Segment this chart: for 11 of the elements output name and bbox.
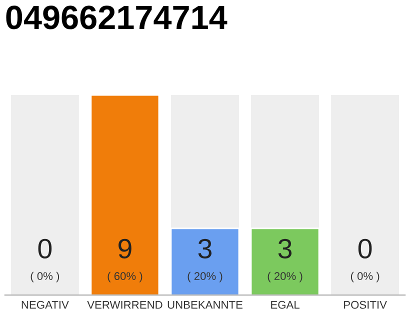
chart-title: 049662174714 <box>6 6 228 30</box>
x-tick-label: NEGATIV <box>22 300 69 309</box>
data-label: 3 ( 20% ) <box>268 238 302 282</box>
x-tick-label: UNBEKANNTE <box>168 301 242 309</box>
x-tick-label: VERWIRREND <box>87 301 162 309</box>
data-label: 0 ( 0% ) <box>350 238 380 282</box>
data-label: 9 ( 60% ) <box>108 238 142 282</box>
x-tick-label: POSITIV <box>344 300 387 309</box>
data-label: 3 ( 20% ) <box>188 238 222 282</box>
data-label: 0 ( 0% ) <box>30 238 60 282</box>
x-tick-label: EGAL <box>271 300 300 309</box>
